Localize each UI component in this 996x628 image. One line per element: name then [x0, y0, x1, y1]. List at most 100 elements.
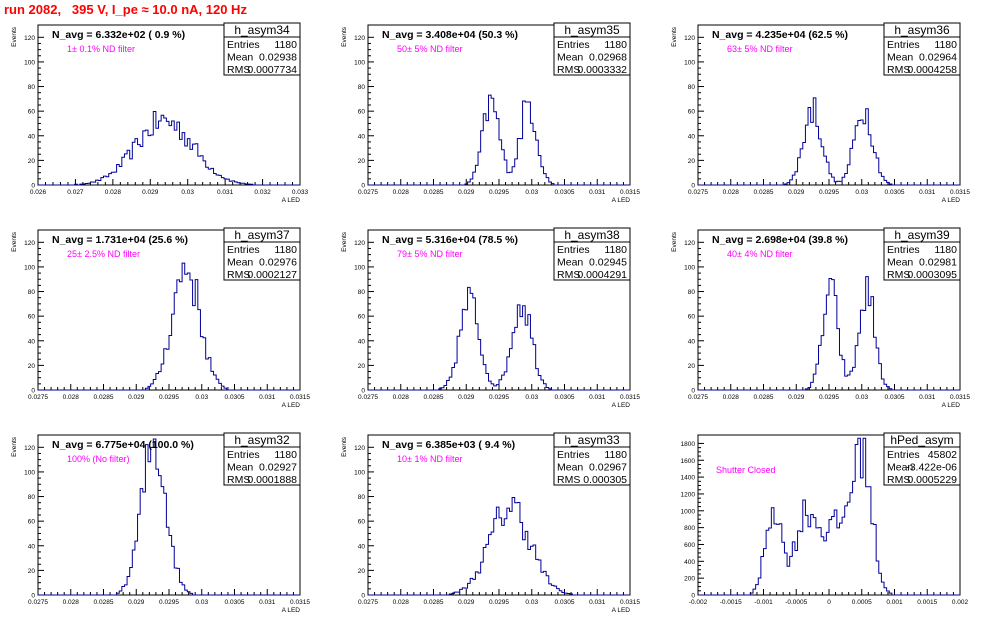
filter-annotation: 25± 2.5% ND filter — [67, 249, 140, 259]
x-axis-title: A LED — [282, 402, 301, 409]
x-tick-label: 0.03 — [195, 394, 208, 401]
panel-h_asym38: 0.0275 0.028 0.0285 0.029 0.0295 0.03 0.0305 0.… — [338, 227, 668, 423]
navg-label: N_avg = 4.235e+04 (62.5 %) — [712, 29, 848, 41]
x-tick-label: 0.0295 — [819, 394, 839, 401]
x-tick-label: 0.029 — [788, 394, 805, 401]
y-tick-label: 100 — [684, 59, 695, 66]
histogram-line — [368, 496, 630, 596]
stats-key: Entries — [227, 244, 260, 256]
histogram-h_asym36: 0.0275 0.028 0.0285 0.029 0.0295 0.03 0.0305 0.… — [671, 22, 970, 204]
y-tick-label: 20 — [28, 568, 36, 575]
stats-value: 0.0005229 — [907, 474, 957, 486]
y-tick-label: 100 — [684, 264, 695, 271]
x-tick-label: 0.0315 — [290, 599, 310, 606]
y-tick-label: 0 — [691, 388, 695, 395]
stats-value: 0.02976 — [259, 257, 297, 269]
y-tick-label: 0 — [31, 593, 35, 600]
y-tick-label: 20 — [28, 363, 36, 370]
x-tick-label: 0.027 — [67, 189, 84, 196]
y-tick-label: 80 — [358, 84, 366, 91]
x-axis-title: A LED — [942, 402, 961, 409]
stats-value: 1180 — [604, 244, 627, 256]
histogram-h_asym37: 0.0275 0.028 0.0285 0.029 0.0295 0.03 0.0305 0.… — [11, 227, 310, 409]
histogram-h_asym33: 0.0275 0.028 0.0285 0.029 0.0295 0.03 0.0305 0.… — [341, 432, 640, 614]
stats-key: Mean — [227, 462, 253, 474]
stats-key: Entries — [887, 449, 920, 461]
stats-value: 1180 — [604, 449, 627, 461]
y-tick-label: 80 — [688, 289, 696, 296]
filter-annotation: 40± 4% ND filter — [727, 249, 792, 259]
x-tick-label: 0.002 — [952, 599, 969, 606]
y-tick-label: 60 — [28, 109, 36, 116]
y-tick-label: 0 — [31, 388, 35, 395]
y-tick-label: 0 — [691, 593, 695, 600]
x-axis-title: A LED — [282, 607, 301, 614]
stats-box: hPed_asym Entries 45802 Mean-3.422e-06RMS0.… — [883, 432, 961, 486]
y-tick-label: 40 — [358, 543, 366, 550]
x-tick-label: 0.0305 — [885, 189, 905, 196]
x-tick-label: 0.0295 — [159, 394, 179, 401]
x-tick-label: 0.0315 — [620, 599, 640, 606]
x-tick-label: -0.0005 — [785, 599, 807, 606]
stats-key: Entries — [887, 39, 920, 51]
x-tick-label: 0.028 — [393, 394, 410, 401]
x-tick-label: 0.028 — [393, 599, 410, 606]
stats-key: RMS — [557, 474, 580, 486]
y-tick-label: 60 — [358, 519, 366, 526]
y-tick-label: 60 — [28, 314, 36, 321]
y-tick-label: 0 — [361, 593, 365, 600]
x-tick-label: 0.0305 — [555, 189, 575, 196]
histogram-line — [698, 437, 960, 596]
x-tick-label: 0.028 — [393, 189, 410, 196]
x-tick-label: 0.032 — [254, 189, 271, 196]
navg-label: N_avg = 1.731e+04 (25.6 %) — [52, 234, 188, 246]
stats-key: RMS — [227, 474, 250, 486]
stats-box: h_asym37 Entries 1180 Mean 0.02976 RMS0.00021… — [223, 227, 301, 281]
x-tick-label: 0.0305 — [555, 394, 575, 401]
stats-value: 1180 — [604, 39, 627, 51]
y-tick-label: 20 — [688, 158, 696, 165]
stats-key: Entries — [557, 39, 590, 51]
y-tick-label: 80 — [28, 494, 36, 501]
filter-annotation: 10± 1% ND filter — [397, 454, 462, 464]
x-tick-label: 0.03 — [525, 189, 538, 196]
x-tick-label: 0.0285 — [754, 394, 774, 401]
y-axis-title: Events — [341, 436, 348, 457]
y-axis-title: Events — [11, 231, 18, 252]
x-tick-label: 0.03 — [525, 394, 538, 401]
stats-value: 0.0002127 — [247, 269, 297, 281]
panel-h_asym32: 0.0275 0.028 0.0285 0.029 0.0295 0.03 0.0305 0.… — [8, 432, 338, 628]
stats-key: Mean — [887, 462, 913, 474]
stats-key: RMS — [227, 269, 250, 281]
y-tick-label: 120 — [354, 445, 365, 452]
stats-box: h_asym32 Entries 1180 Mean 0.02927 RMS0.00018… — [223, 432, 301, 486]
stats-value: 0.02945 — [589, 257, 627, 269]
x-tick-label: 0.0275 — [358, 599, 378, 606]
x-tick-label: 0.0295 — [159, 599, 179, 606]
stats-box: h_asym36 Entries 1180 Mean 0.02964 RMS0.00042… — [883, 22, 961, 76]
y-tick-label: 80 — [688, 84, 696, 91]
y-tick-label: 100 — [24, 469, 35, 476]
y-tick-label: 120 — [354, 240, 365, 247]
x-tick-label: 0.0305 — [225, 599, 245, 606]
histogram-line — [38, 110, 300, 186]
stats-value: 0.0001888 — [247, 474, 297, 486]
x-tick-label: 0.028 — [105, 189, 122, 196]
x-tick-label: 0.029 — [142, 189, 159, 196]
stats-title: h_asym36 — [894, 23, 950, 37]
x-tick-label: 0.0285 — [424, 189, 444, 196]
stats-value: 0.0004258 — [907, 64, 957, 76]
stats-value: 1180 — [934, 244, 957, 256]
y-axis-title: Events — [671, 231, 678, 252]
x-tick-label: 0.0275 — [28, 394, 48, 401]
x-tick-label: 0.031 — [589, 189, 606, 196]
histogram-line — [368, 286, 630, 391]
x-tick-label: 0.029 — [128, 394, 145, 401]
x-tick-label: 0.0315 — [950, 189, 970, 196]
stats-value: 0.000305 — [583, 474, 627, 486]
stats-key: Entries — [227, 39, 260, 51]
histogram-h_asym34: 0.026 0.027 0.028 0.029 0.03 0.031 0.032 0.033 0… — [11, 22, 309, 204]
stats-key: RMS — [887, 474, 910, 486]
x-tick-label: -0.001 — [754, 599, 773, 606]
stats-title: h_asym32 — [234, 433, 290, 447]
